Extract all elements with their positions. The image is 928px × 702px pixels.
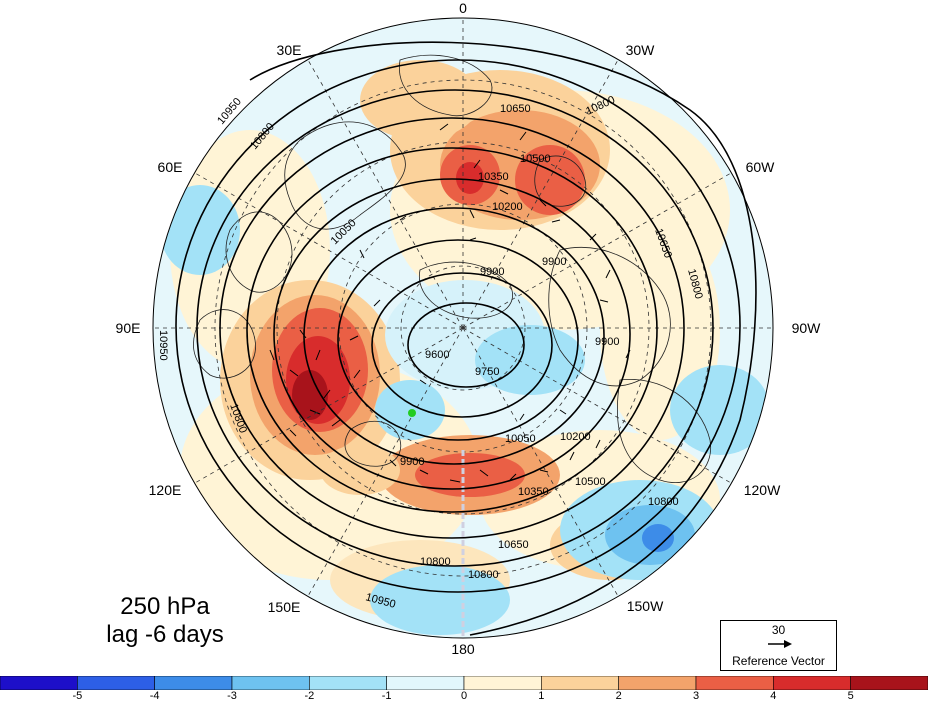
map-border xyxy=(152,17,774,639)
lon-label-60w: 60W xyxy=(745,159,775,175)
contour-label: 9900 xyxy=(595,336,619,348)
colorbar-tick-label: -1 xyxy=(381,690,392,702)
lon-label-90w: 90W xyxy=(791,320,821,336)
colorbar-bin xyxy=(386,676,465,690)
colorbar-bin xyxy=(773,676,851,690)
colorbar-tick-label: -4 xyxy=(149,690,160,702)
contour-label: 10050 xyxy=(505,433,536,445)
lon-label-30e: 30E xyxy=(276,42,302,58)
shading-patch xyxy=(292,370,328,420)
contour-label: 10200 xyxy=(560,431,591,443)
contour-label: 10650 xyxy=(498,539,529,551)
colorbar-tick-label: 4 xyxy=(770,690,777,702)
shading-patch xyxy=(320,445,400,495)
contour-label: 10350 xyxy=(478,171,509,183)
lon-label-90e: 90E xyxy=(115,320,141,336)
shading-patch xyxy=(160,185,240,275)
wind-vectors xyxy=(269,123,631,483)
lon-label-0: 0 xyxy=(459,0,467,16)
shading-patch xyxy=(642,524,674,552)
colorbar-tick-label: 0 xyxy=(460,690,468,702)
contour-label: 10500 xyxy=(520,153,551,165)
contour-label: 10650 xyxy=(500,103,531,115)
shading-patch xyxy=(456,162,484,194)
contour-label: 9900 xyxy=(400,456,424,468)
contour-label: 10200 xyxy=(492,201,523,213)
lag-label: lag -6 days xyxy=(106,621,224,648)
contour-labels: 10950 10800 10650 10500 10350 10200 1005… xyxy=(157,94,705,611)
contour-label: 9600 xyxy=(425,349,449,361)
lon-label-150e: 150E xyxy=(267,599,301,615)
contour-label: 9900 xyxy=(480,266,504,278)
colorbar-bin xyxy=(695,676,774,690)
colorbar-bin xyxy=(463,676,542,690)
lon-label-180: 180 xyxy=(451,641,475,657)
lon-label-120w: 120W xyxy=(743,482,781,498)
contour-label: 9750 xyxy=(475,366,499,378)
shading-patch xyxy=(670,365,770,455)
reference-vector-box: 30 Reference Vector xyxy=(720,620,837,671)
colorbar-bin xyxy=(541,676,619,690)
plot-title: 250 hPa lag -6 days xyxy=(100,593,230,649)
lon-label-150w: 150W xyxy=(626,598,664,614)
reference-arrow-icon xyxy=(768,640,792,648)
contour-label: 10950 xyxy=(157,330,169,361)
contour-label: 10800 xyxy=(648,496,679,508)
colorbar-bin xyxy=(231,676,310,690)
shading-patch xyxy=(370,565,510,635)
colorbar-tick-label: -5 xyxy=(72,690,83,702)
coastlines xyxy=(193,54,712,483)
colorbar-bin xyxy=(77,676,155,690)
reference-vector-label: Reference Vector xyxy=(732,654,825,668)
lon-label-30w: 30W xyxy=(625,42,655,58)
colorbar-tick-label: 5 xyxy=(847,690,854,702)
colorbar xyxy=(0,676,928,690)
colorbar-tick-label: 2 xyxy=(615,690,622,702)
colorbar-bin xyxy=(618,676,697,690)
height-contours xyxy=(175,41,757,636)
contour-label: 10800 xyxy=(468,569,499,581)
colorbar-bin xyxy=(0,676,78,690)
contour-label: 10350 xyxy=(518,486,549,498)
contour-label: 10500 xyxy=(575,476,606,488)
contour-label: 10800 xyxy=(420,556,451,568)
lon-label-60e: 60E xyxy=(157,159,183,175)
shading-patch xyxy=(415,453,525,497)
shading-patch xyxy=(475,325,585,395)
colorbar-bin xyxy=(309,676,387,690)
contour-label: 9900 xyxy=(542,256,566,268)
colorbar-tick-label: 3 xyxy=(692,690,700,702)
lon-label-120e: 120E xyxy=(148,482,182,498)
colorbar-bin xyxy=(850,676,928,690)
colorbar-tick-label: -2 xyxy=(304,690,315,702)
location-marker xyxy=(408,409,416,417)
colorbar-bin xyxy=(154,676,233,690)
pressure-level-label: 250 hPa xyxy=(120,593,210,620)
map-field-layer xyxy=(153,18,773,638)
colorbar-tick-label: -3 xyxy=(227,690,237,702)
reference-vector-value: 30 xyxy=(771,623,786,637)
colorbar-tick-label: 1 xyxy=(538,690,545,702)
